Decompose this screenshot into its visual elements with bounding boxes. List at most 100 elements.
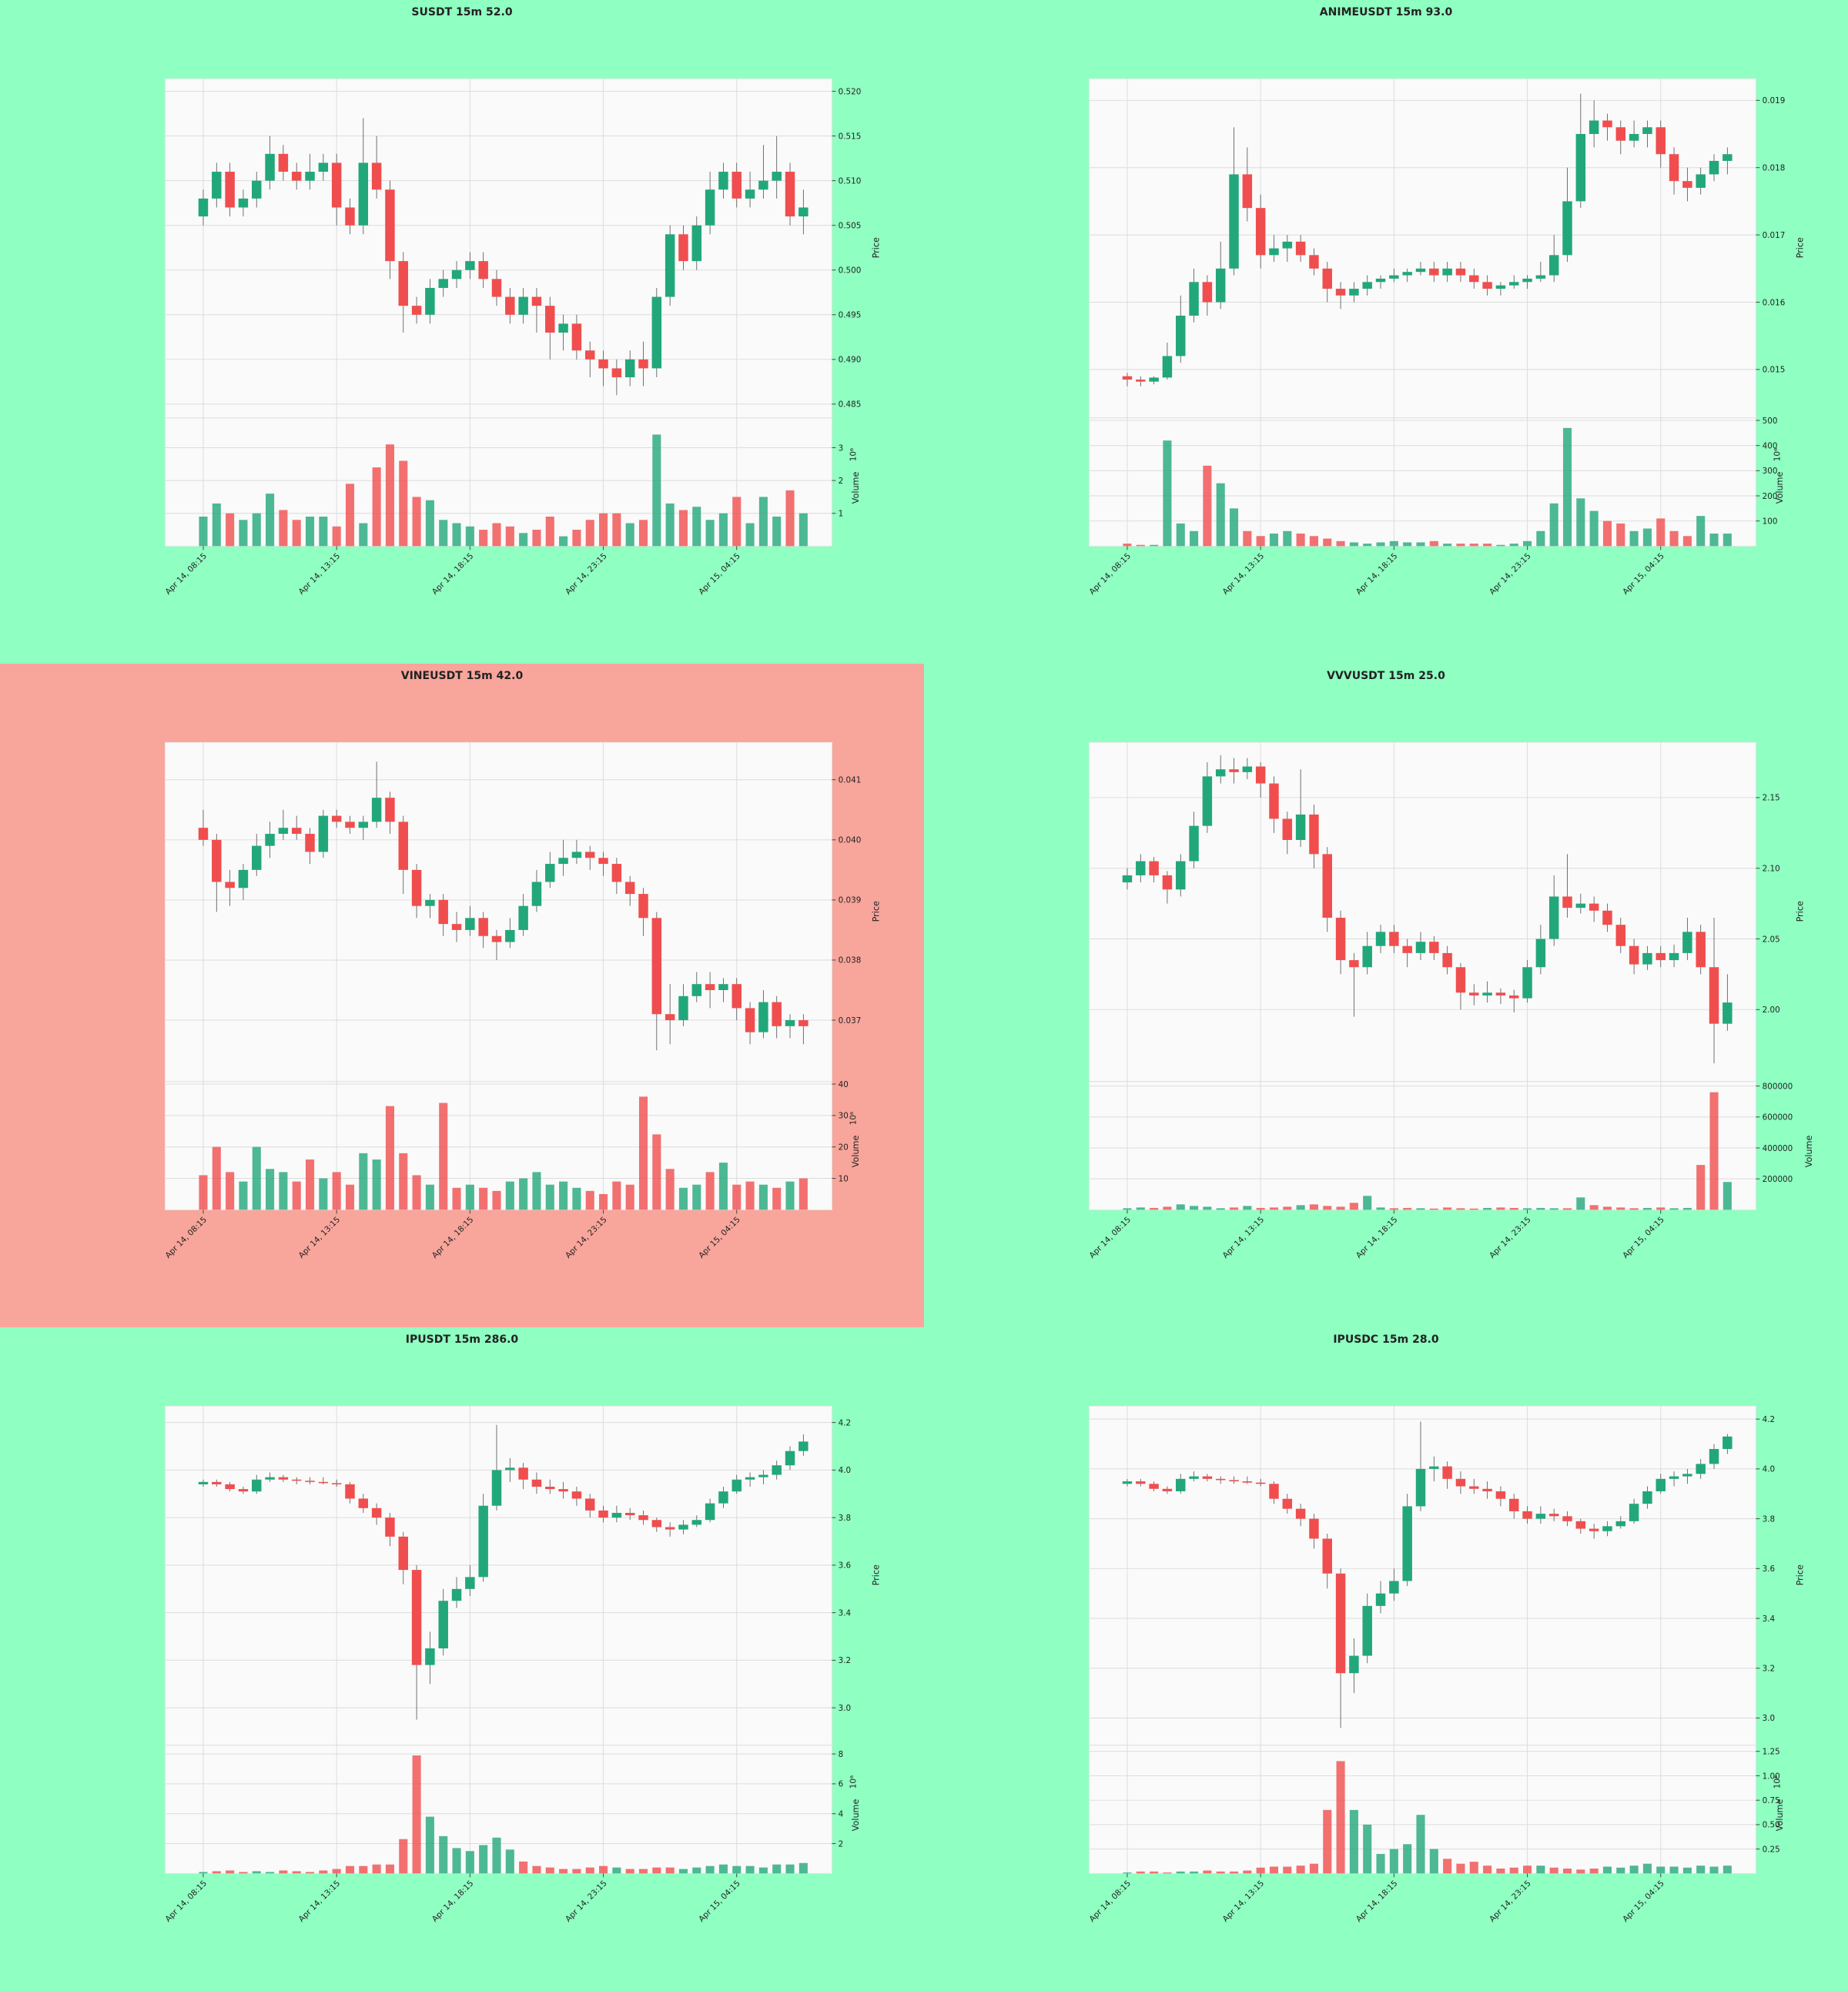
volume-bar [1709,1092,1719,1210]
volume-bar [1323,538,1332,547]
candle-body [705,984,715,990]
volume-bar [665,1169,675,1210]
candle-body [198,828,209,840]
volume-bar [1509,1867,1518,1874]
candle-body [318,1481,329,1484]
candle-body [1176,1478,1186,1492]
volume-bar [1523,1866,1532,1874]
y-tick-label: 3.2 [1763,1665,1776,1674]
volume-bar [1216,1208,1225,1210]
chart-title: SUSDT 15m 52.0 [411,6,512,18]
volume-bar [412,1175,421,1210]
volume-bar [1602,1206,1612,1210]
y-axis-label: Price [1795,237,1805,258]
volume-tick-label: 200 [1763,492,1778,501]
volume-bar [1163,440,1172,547]
candle-body [665,234,675,297]
y-tick-label: 4.2 [1763,1415,1776,1424]
candle-body [1562,1516,1572,1521]
volume-tick-label: 400000 [1763,1144,1793,1153]
candle-body [331,162,342,208]
candle-body [598,1510,608,1518]
volume-axis-label: Volume [851,472,861,504]
candle-body [1162,875,1173,890]
volume-bar [665,503,675,547]
candle-body [1482,992,1492,996]
y-tick-label: 0.019 [1763,96,1786,105]
candle-body [1562,896,1572,908]
candle-body [1309,814,1319,855]
candle-body [705,189,715,226]
y-tick-label: 0.505 [839,221,862,230]
y-tick-label: 4.0 [1763,1465,1776,1474]
candle-body [1136,380,1146,382]
volume-tick-label: 1.00 [1763,1772,1780,1781]
candle-body [318,162,329,172]
y-tick-label: 3.6 [1763,1564,1776,1574]
volume-bar [1256,536,1265,547]
candle-body [651,918,662,1015]
candle-body [1282,818,1293,841]
candle-body [252,180,262,199]
y-tick-label: 3.8 [1763,1514,1776,1524]
y-tick-label: 0.038 [839,956,862,965]
y-tick-label: 2.05 [1763,935,1780,944]
candle-body [1215,1478,1226,1481]
volume-bar [439,1103,448,1210]
candle-body [225,172,235,208]
x-tick-label: Apr 14, 18:15 [1354,1879,1400,1924]
x-tick-label: Apr 14, 18:15 [1354,1215,1400,1260]
candle-body [531,882,542,906]
volume-bar [1136,1871,1145,1874]
candle-body [1362,1605,1372,1656]
volume-axis-label: Volume [851,1799,861,1832]
x-tick-label: Apr 14, 13:15 [297,551,343,597]
candle-body [772,1465,782,1475]
candle-body [1682,181,1692,188]
candle-body [1642,127,1652,135]
candle-body [451,1588,462,1601]
volume-bar [1536,1866,1545,1874]
volume-tick-label: 0.50 [1763,1821,1780,1830]
y-tick-label: 2.00 [1763,1006,1780,1015]
chart-panel: VINEUSDT 15m 42.0 0.037 0.038 0.039 0.040 0.0… [0,664,924,1327]
candle-body [1429,1466,1439,1469]
candle-body [1242,174,1253,209]
volume-bar [425,500,434,547]
volume-bar [1722,534,1732,547]
volume-bar [532,1172,541,1210]
candle-body [1202,1476,1213,1479]
candle-body [1122,875,1133,883]
candle-body [1255,208,1266,256]
y-axis-label: Price [871,237,881,258]
volume-bar [1190,1206,1199,1210]
volume-bar [439,520,448,547]
candle-body [798,1441,808,1451]
volume-bar [439,1835,448,1874]
candle-body [718,1491,728,1504]
candle-body [305,834,315,852]
volume-bar [678,1869,688,1874]
volume-bar [718,513,728,547]
candle-body [505,1467,515,1471]
candle-body [225,882,235,888]
volume-bar [1523,1208,1532,1210]
candle-body [371,798,382,822]
candle-body [491,935,502,942]
volume-bar [1283,1866,1292,1874]
candle-body [1709,967,1719,1024]
volume-bar [1469,1208,1478,1210]
candle-body [358,821,369,828]
volume-bar [1176,523,1185,547]
volume-bar [266,494,275,547]
volume-bar [772,516,782,547]
volume-bar [465,526,474,547]
volume-bar [266,1872,275,1874]
volume-bar [1229,508,1239,547]
candle-body [1669,952,1679,961]
volume-bar [1616,1207,1625,1210]
volume-bar [585,520,594,547]
volume-tick-label: 300 [1763,467,1778,476]
candle-body [678,234,688,262]
